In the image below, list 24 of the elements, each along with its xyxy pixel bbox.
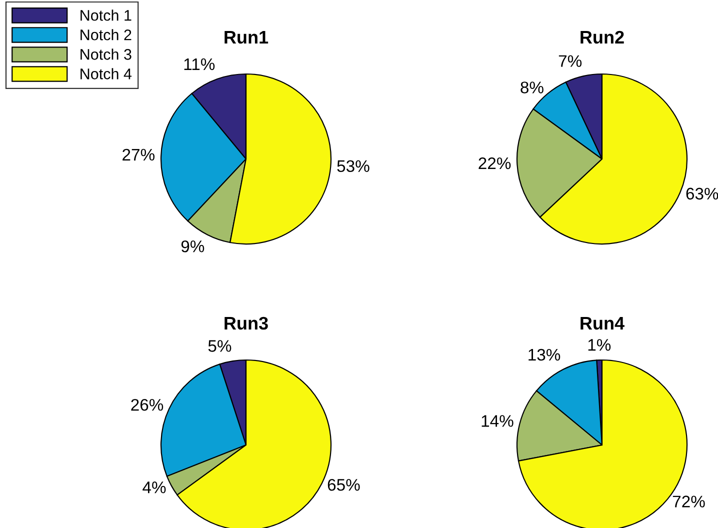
data-label: 9% bbox=[181, 240, 204, 252]
data-label: 63% bbox=[686, 188, 718, 200]
data-label: 4% bbox=[142, 482, 166, 494]
chart-title: Run4 bbox=[580, 317, 624, 330]
legend-label: Notch 3 bbox=[80, 48, 132, 60]
chart-title: Run3 bbox=[224, 316, 268, 330]
legend-label: Notch 4 bbox=[80, 68, 132, 80]
legend-label: Notch 2 bbox=[80, 29, 132, 40]
data-label: 27% bbox=[122, 148, 155, 161]
data-label: 5% bbox=[208, 340, 232, 352]
data-label: 7% bbox=[558, 55, 582, 67]
data-label: 8% bbox=[520, 82, 544, 94]
data-label: 53% bbox=[337, 160, 370, 172]
data-label: 13% bbox=[528, 348, 560, 361]
chart-title: Run2 bbox=[580, 30, 624, 44]
data-label: 1% bbox=[588, 339, 611, 351]
text: Run1 bbox=[224, 31, 268, 44]
data-label: 65% bbox=[328, 478, 360, 491]
data-label: 22% bbox=[478, 157, 511, 170]
data-label: 26% bbox=[131, 398, 164, 411]
data-label: 11% bbox=[184, 58, 215, 70]
data-label: 14% bbox=[482, 415, 514, 427]
data-label: 72% bbox=[672, 496, 705, 508]
legend-label: Notch 1 bbox=[80, 10, 132, 21]
